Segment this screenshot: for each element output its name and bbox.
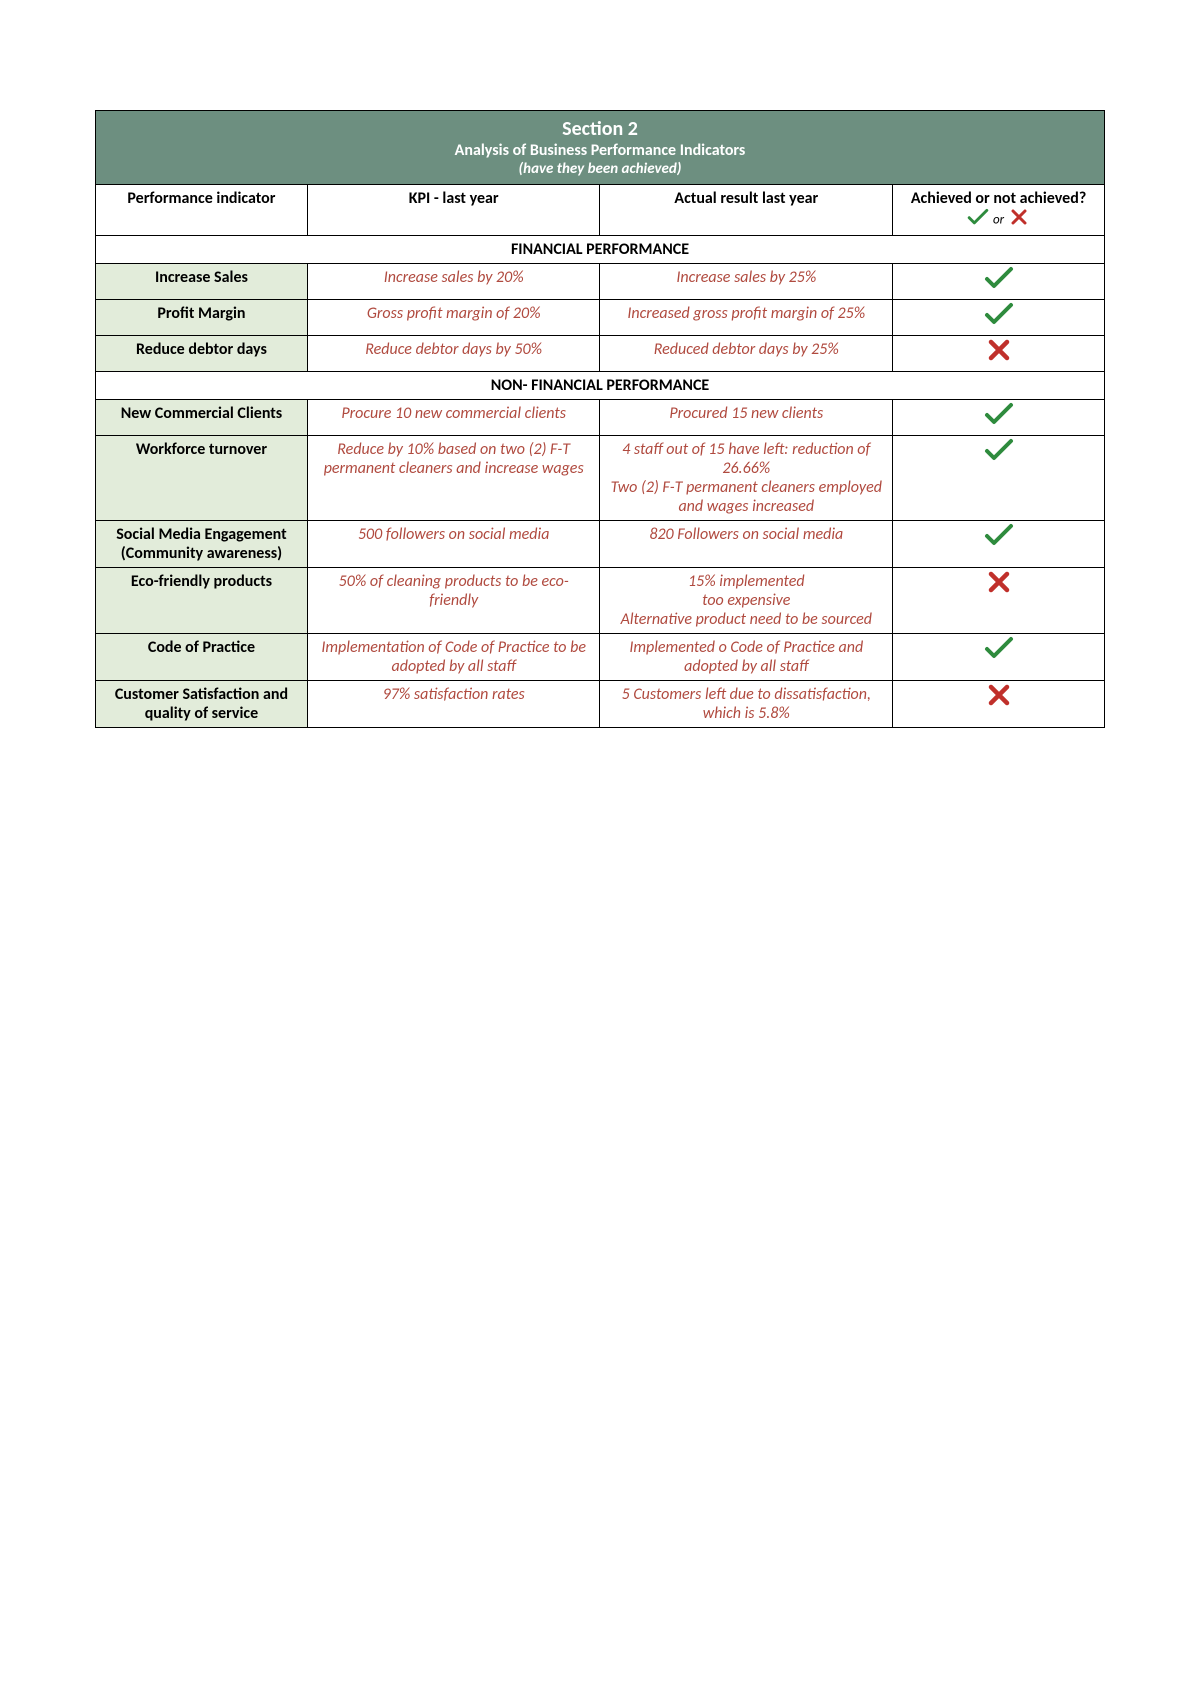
col-header-kpi: KPI - last year — [307, 185, 600, 236]
actual-cell: Reduced debtor days by 25% — [600, 336, 893, 372]
table-row: Increase Sales Increase sales by 20% Inc… — [96, 264, 1105, 300]
section-subtitle: Analysis of Business Performance Indicat… — [102, 141, 1098, 160]
check-icon — [984, 276, 1014, 295]
kpi-cell: Increase sales by 20% — [307, 264, 600, 300]
table-row: Customer Satisfaction and quality of ser… — [96, 681, 1105, 728]
table-row: Eco-friendly products 50% of cleaning pr… — [96, 568, 1105, 634]
check-icon — [984, 533, 1014, 552]
indicator-cell: Reduce debtor days — [96, 336, 308, 372]
cross-icon — [987, 580, 1011, 599]
indicator-cell: Profit Margin — [96, 300, 308, 336]
indicator-cell: Customer Satisfaction and quality of ser… — [96, 681, 308, 728]
status-cell — [893, 521, 1105, 568]
or-text: or — [993, 212, 1004, 227]
col-header-actual: Actual result last year — [600, 185, 893, 236]
kpi-cell: 500 followers on social media — [307, 521, 600, 568]
kpi-table: Section 2 Analysis of Business Performan… — [95, 110, 1105, 728]
status-cell — [893, 336, 1105, 372]
actual-cell: Procured 15 new clients — [600, 400, 893, 436]
indicator-cell: Code of Practice — [96, 634, 308, 681]
check-icon — [984, 646, 1014, 665]
section-header: Section 2 Analysis of Business Performan… — [96, 111, 1105, 185]
indicator-cell: Workforce turnover — [96, 436, 308, 521]
group-nonfinancial: NON- FINANCIAL PERFORMANCE — [96, 372, 1105, 400]
status-cell — [893, 634, 1105, 681]
table-row: Workforce turnover Reduce by 10% based o… — [96, 436, 1105, 521]
cross-icon — [987, 693, 1011, 712]
indicator-cell: New Commercial Clients — [96, 400, 308, 436]
actual-cell: Increase sales by 25% — [600, 264, 893, 300]
table-row: Code of Practice Implementation of Code … — [96, 634, 1105, 681]
section-title: Section 2 — [102, 117, 1098, 141]
status-cell — [893, 300, 1105, 336]
check-icon — [984, 448, 1014, 467]
indicator-cell: Eco-friendly products — [96, 568, 308, 634]
col-header-indicator: Performance indicator — [96, 185, 308, 236]
kpi-cell: Gross profit margin of 20% — [307, 300, 600, 336]
actual-cell: 820 Followers on social media — [600, 521, 893, 568]
status-cell — [893, 568, 1105, 634]
section-note: (have they been achieved) — [102, 160, 1098, 178]
group-financial: FINANCIAL PERFORMANCE — [96, 236, 1105, 264]
actual-cell: Increased gross profit margin of 25% — [600, 300, 893, 336]
col-header-status: Achieved or not achieved? or — [893, 185, 1105, 236]
check-icon — [984, 412, 1014, 431]
table-row: New Commercial Clients Procure 10 new co… — [96, 400, 1105, 436]
status-cell — [893, 681, 1105, 728]
table-row: Profit Margin Gross profit margin of 20%… — [96, 300, 1105, 336]
check-icon — [984, 312, 1014, 331]
status-cell — [893, 264, 1105, 300]
kpi-cell: Procure 10 new commercial clients — [307, 400, 600, 436]
actual-cell: 4 staff out of 15 have left: reduction o… — [600, 436, 893, 521]
cross-icon — [1008, 208, 1030, 231]
kpi-cell: Implementation of Code of Practice to be… — [307, 634, 600, 681]
indicator-cell: Social Media Engagement (Community aware… — [96, 521, 308, 568]
actual-cell: Implemented o Code of Practice and adopt… — [600, 634, 893, 681]
status-cell — [893, 400, 1105, 436]
table-row: Social Media Engagement (Community aware… — [96, 521, 1105, 568]
kpi-cell: 50% of cleaning products to be eco-frien… — [307, 568, 600, 634]
kpi-cell: Reduce by 10% based on two (2) F-T perma… — [307, 436, 600, 521]
kpi-cell: 97% satisfaction rates — [307, 681, 600, 728]
actual-cell: 15% implementedtoo expensiveAlternative … — [600, 568, 893, 634]
indicator-cell: Increase Sales — [96, 264, 308, 300]
col-header-status-text: Achieved or not achieved? — [911, 189, 1086, 208]
kpi-cell: Reduce debtor days by 50% — [307, 336, 600, 372]
table-row: Reduce debtor days Reduce debtor days by… — [96, 336, 1105, 372]
actual-cell: 5 Customers left due to dissatisfaction,… — [600, 681, 893, 728]
check-icon — [967, 208, 989, 231]
status-cell — [893, 436, 1105, 521]
cross-icon — [987, 348, 1011, 367]
